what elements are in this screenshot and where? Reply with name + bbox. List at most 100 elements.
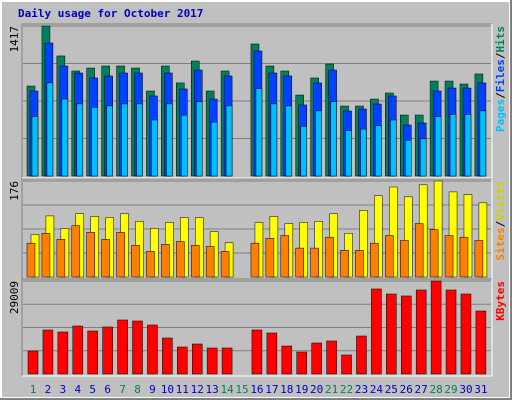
legend-separator: /	[494, 220, 507, 227]
bar	[131, 245, 140, 278]
bar	[161, 244, 170, 278]
x-tick-label: 1	[30, 383, 37, 396]
y-tick-label: 29009	[8, 281, 21, 314]
panel-edge-dark	[21, 23, 492, 178]
legend-entry: KBytes	[494, 281, 507, 321]
bar	[116, 232, 125, 278]
panel-edge-dark	[21, 278, 492, 376]
bar	[429, 229, 439, 278]
x-tick-label: 26	[400, 383, 413, 396]
bar	[326, 340, 337, 375]
bar	[221, 347, 233, 375]
x-tick-label: 3	[60, 383, 67, 396]
bar	[56, 239, 66, 278]
bar	[132, 320, 143, 375]
x-tick-label: 21	[325, 383, 338, 396]
bar	[205, 246, 215, 278]
bar	[146, 251, 155, 278]
bar	[225, 105, 233, 177]
x-tick-label: 25	[385, 383, 398, 396]
x-tick-label: 23	[355, 383, 368, 396]
bar	[210, 121, 218, 177]
x-tick-label: 17	[265, 383, 278, 396]
bar	[147, 324, 158, 375]
bar	[101, 239, 110, 278]
bar	[266, 332, 278, 375]
bar	[459, 236, 469, 278]
legend: Sites/Visits	[494, 181, 507, 261]
legend-separator: /	[494, 92, 507, 99]
bar	[295, 247, 304, 278]
x-tick-label: 22	[340, 383, 353, 396]
bar	[356, 335, 367, 375]
bar	[296, 351, 307, 375]
bar	[375, 125, 382, 177]
bar	[415, 289, 427, 375]
bar	[449, 114, 457, 177]
bar	[419, 138, 427, 177]
bar	[31, 116, 39, 177]
bar	[325, 236, 334, 278]
bar	[26, 242, 36, 278]
bar	[265, 238, 275, 278]
bar	[42, 329, 54, 375]
bar	[162, 337, 173, 375]
bar	[177, 346, 188, 375]
bar	[270, 103, 278, 177]
bar	[464, 114, 472, 177]
bar	[371, 288, 382, 375]
bar	[255, 88, 263, 177]
bar	[330, 101, 337, 177]
bar	[57, 331, 69, 375]
bar	[106, 105, 113, 177]
bar	[386, 293, 397, 375]
legend: Pages/Files/Hits	[494, 26, 507, 132]
bar	[251, 329, 263, 375]
bar	[76, 103, 84, 177]
bar	[355, 250, 364, 278]
legend-entry: Files	[494, 59, 507, 92]
bar	[345, 130, 352, 177]
bar	[117, 319, 128, 375]
bar	[91, 107, 98, 177]
x-tick-label: 30	[459, 383, 472, 396]
x-tick-label: 11	[176, 383, 189, 396]
bar	[405, 140, 412, 177]
bar	[176, 241, 185, 278]
panel-edge-dark	[21, 178, 492, 279]
bar	[400, 240, 409, 278]
legend-entry: Hits	[494, 26, 507, 53]
bar	[390, 119, 397, 177]
bar	[61, 98, 69, 177]
bar	[136, 103, 143, 177]
legend-entry: Sites	[494, 227, 507, 260]
bar	[300, 125, 307, 177]
bar	[191, 343, 203, 375]
x-tick-label: 4	[74, 383, 81, 396]
bar	[166, 103, 173, 177]
bar	[475, 310, 487, 375]
x-tick-label: 24	[370, 383, 384, 396]
bar	[370, 242, 379, 278]
x-tick-label: 20	[310, 383, 323, 396]
x-tick-label: 31	[474, 383, 487, 396]
bar	[341, 354, 352, 375]
x-tick-label: 16	[250, 383, 263, 396]
bar	[434, 116, 442, 177]
bar	[385, 235, 394, 278]
x-tick-label: 15	[235, 383, 248, 396]
bar	[41, 233, 51, 278]
bar	[151, 119, 158, 177]
bar	[479, 110, 487, 177]
bar	[445, 289, 457, 375]
legend-entry: Visits	[494, 181, 507, 221]
bar	[190, 245, 200, 278]
bar	[102, 326, 113, 375]
bar	[311, 342, 322, 375]
bar	[310, 247, 319, 278]
bar	[71, 225, 81, 278]
panel-edge-light	[22, 279, 493, 377]
bar	[340, 250, 349, 278]
x-tick-label: 10	[161, 383, 174, 396]
